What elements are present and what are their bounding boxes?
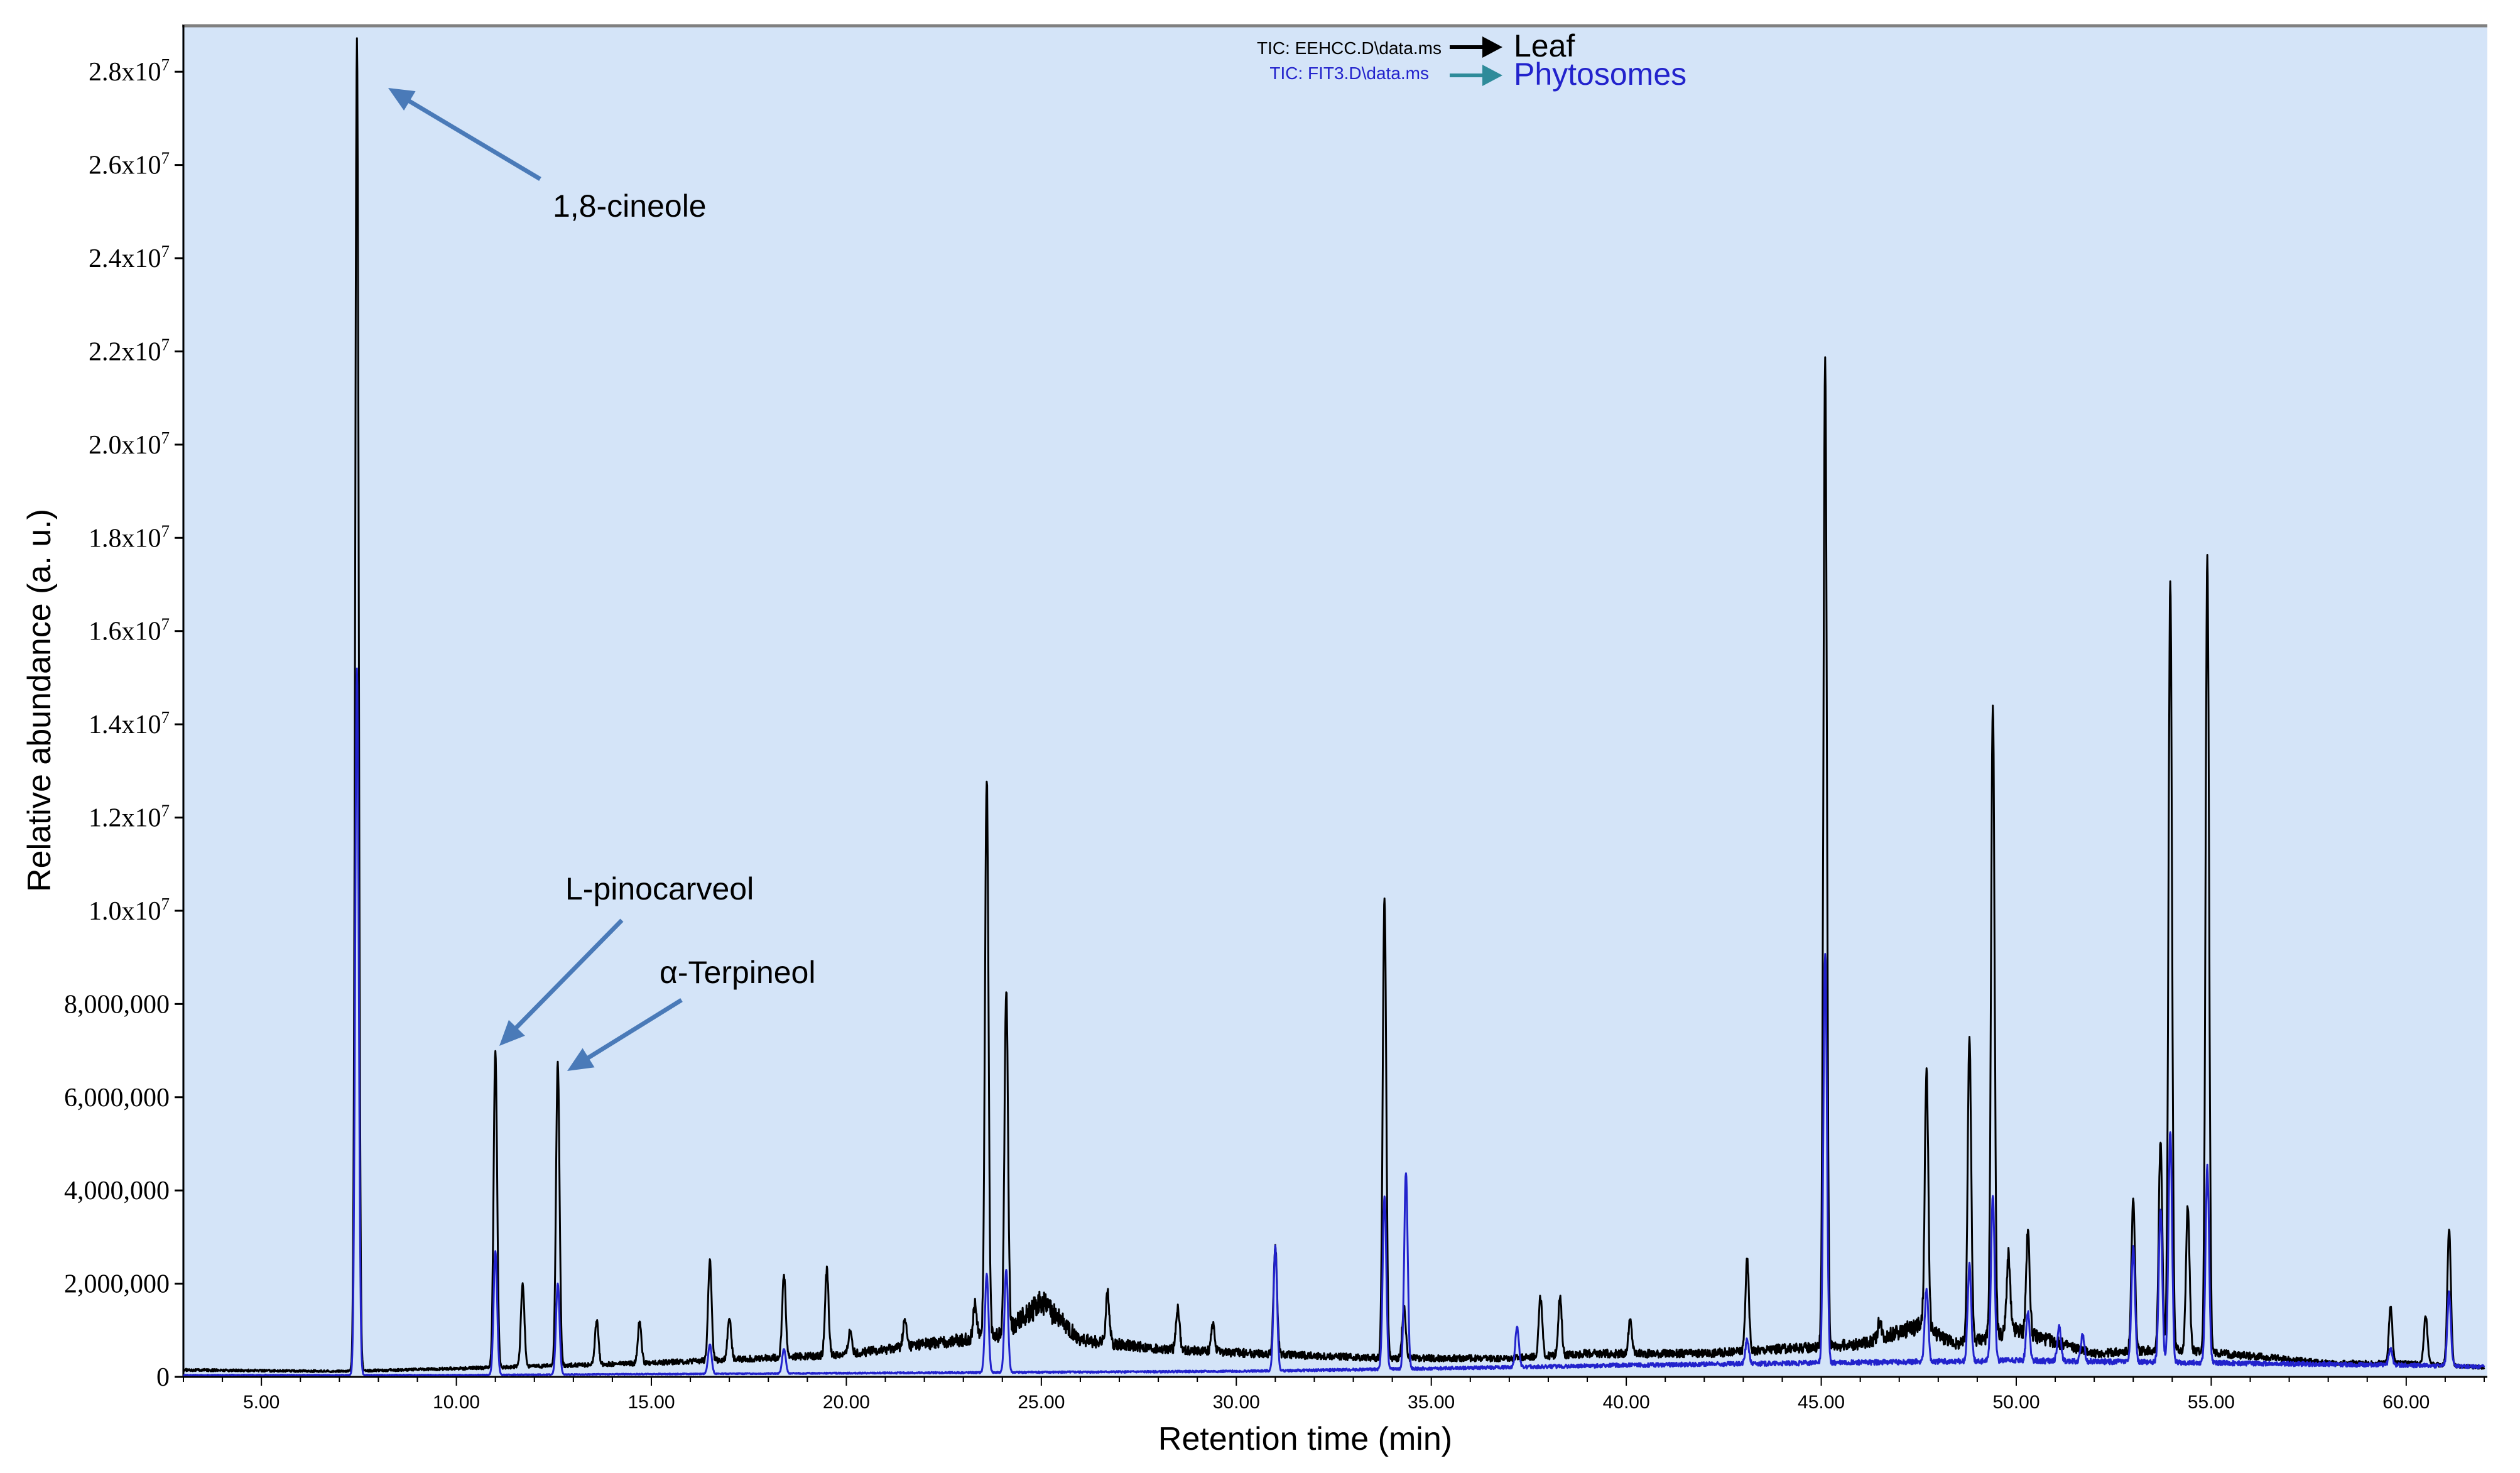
series-line-leaf — [182, 37, 2485, 1373]
x-tick-label: 35.00 — [1408, 1392, 1455, 1413]
legend-name-phytosomes: Phytosomes — [1514, 57, 1686, 92]
annotation-label: L-pinocarveol — [565, 871, 754, 906]
annotation-arrowhead — [388, 88, 416, 111]
x-tick-label: 60.00 — [2382, 1392, 2430, 1413]
x-tick-label: 5.00 — [243, 1392, 280, 1413]
legend-arrowhead-leaf — [1482, 36, 1502, 58]
x-tick-label: 50.00 — [1992, 1392, 2039, 1413]
x-axis-label: Retention time (min) — [1158, 1421, 1452, 1457]
y-tick-label: 2.8x107 — [89, 55, 170, 87]
series-group — [182, 37, 2485, 1377]
x-tick-label: 40.00 — [1603, 1392, 1650, 1413]
annotation-arrowhead — [567, 1048, 595, 1071]
legend-arrowhead-phytosomes — [1482, 65, 1502, 86]
y-axis-label: Relative abundance (a. u.) — [21, 509, 58, 892]
y-tick-label: 8,000,000 — [64, 990, 170, 1019]
y-tick-label: 2.0x107 — [89, 428, 170, 460]
x-tick-label: 25.00 — [1018, 1392, 1065, 1413]
x-tick-label: 20.00 — [823, 1392, 870, 1413]
annotation-arrow-line — [407, 98, 541, 182]
y-tick-label: 2,000,000 — [64, 1270, 170, 1299]
y-tick-label: 1.2x107 — [89, 802, 170, 833]
x-tick-label: 45.00 — [1798, 1392, 1845, 1413]
annotations: 1,8-cineole L-pinocarveol α-Terpineol — [388, 88, 815, 1071]
y-axis-ticks: 0 2,000,000 4,000,000 6,000,000 8,000,000 1.0… — [64, 55, 183, 1392]
plot-background — [182, 25, 2487, 1376]
y-tick-label: 0 — [156, 1363, 170, 1392]
y-tick-label: 1.0x107 — [89, 894, 170, 926]
y-tick-label: 2.6x107 — [89, 149, 170, 180]
y-tick-label: 1.8x107 — [89, 521, 170, 553]
y-tick-label: 6,000,000 — [64, 1084, 170, 1112]
legend-name-leaf: Leaf — [1514, 28, 1575, 63]
legend-file-label-phytosomes: TIC: FIT3.D\data.ms — [1269, 63, 1429, 83]
y-tick-label: 1.4x107 — [89, 708, 170, 739]
legend-file-label-leaf: TIC: EEHCC.D\data.ms — [1257, 38, 1442, 58]
x-tick-label: 55.00 — [2188, 1392, 2235, 1413]
x-tick-label: 30.00 — [1213, 1392, 1260, 1413]
annotation-arrow-line — [583, 998, 683, 1062]
annotation-arrowhead — [499, 1019, 525, 1046]
y-tick-label: 4,000,000 — [64, 1177, 170, 1205]
annotation-label: 1,8-cineole — [553, 188, 707, 224]
annotation-arrow-line — [512, 918, 624, 1032]
series-line-phytosomes — [183, 667, 2485, 1377]
annotation-label: α-Terpineol — [660, 955, 815, 990]
x-tick-label: 10.00 — [433, 1392, 480, 1413]
y-tick-label: 2.4x107 — [89, 242, 170, 273]
y-tick-label: 2.2x107 — [89, 335, 170, 366]
x-tick-label: 15.00 — [627, 1392, 675, 1413]
x-axis-ticks: 5.00 10.00 15.00 20.00 25.00 30.00 35.00 40.00 4… — [183, 1377, 2485, 1413]
legend: TIC: EEHCC.D\data.ms Leaf TIC: FIT3.D\da… — [1257, 28, 1686, 92]
y-tick-label: 1.6x107 — [89, 615, 170, 646]
